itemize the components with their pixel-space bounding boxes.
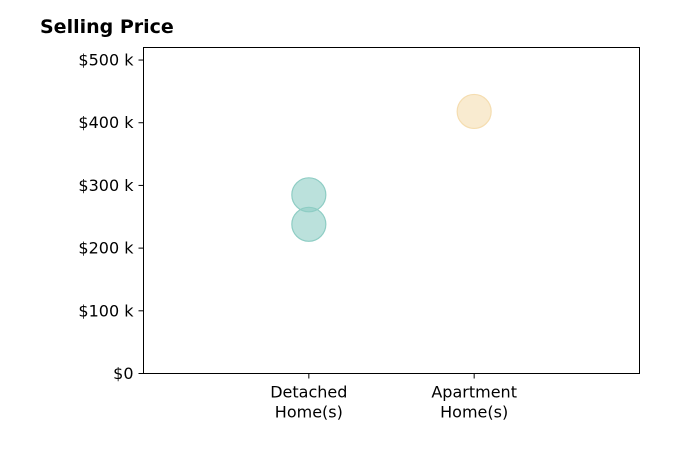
- x-tick-label: Detached Home(s): [270, 383, 347, 422]
- y-tick-label: $500 k: [78, 51, 134, 70]
- points-layer: [291, 93, 492, 242]
- y-tick-label: $400 k: [78, 113, 134, 132]
- y-tick-label: $100 k: [78, 301, 134, 320]
- data-point: [291, 206, 327, 242]
- data-point: [456, 93, 492, 130]
- y-axis: $0 $100 k $200 k $300 k $400 k $500 k: [78, 51, 144, 383]
- chart-title: Selling Price: [40, 16, 174, 38]
- x-tick-label: Apartment Home(s): [431, 383, 517, 422]
- x-axis: Detached Home(s) Apartment Home(s): [270, 373, 517, 422]
- y-tick-label: $200 k: [78, 239, 134, 258]
- y-tick-label: $0: [113, 364, 133, 383]
- plot-frame: [143, 47, 640, 374]
- y-tick-label: $300 k: [78, 176, 134, 195]
